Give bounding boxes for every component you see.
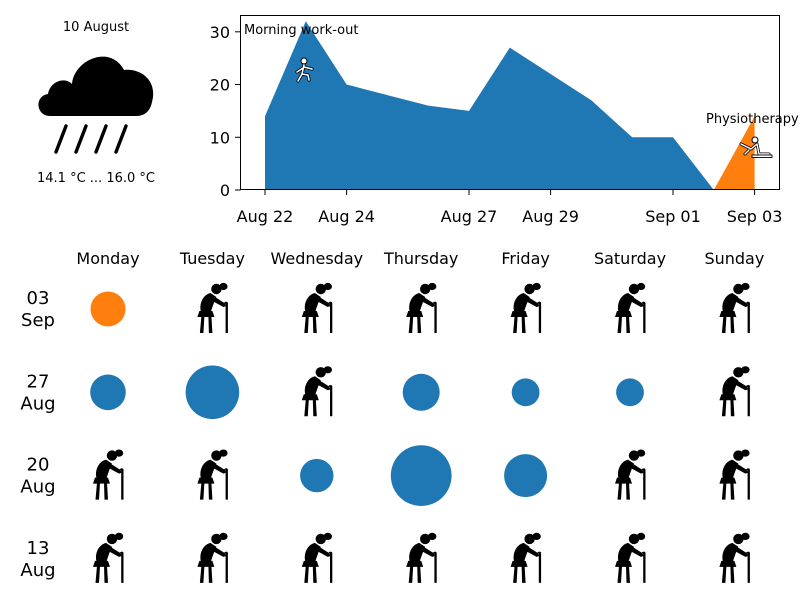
elderly-person-with-cane-icon [301, 532, 333, 583]
area-series-1 [713, 116, 755, 190]
x-tick-label: Aug 29 [522, 207, 579, 226]
calendar-grid: Monday Tuesday Wednesday Thursday Friday Satu… [20, 249, 764, 583]
week-label-day: 27 [27, 371, 50, 392]
area-annotations: Morning work-out Physiotherapy [244, 23, 799, 159]
activity-bubble [90, 291, 126, 327]
rain-cloud-icon [38, 56, 154, 154]
y-tick-label: 10 [210, 128, 230, 147]
weekday-label: Friday [501, 249, 550, 268]
activity-bubble [511, 378, 540, 407]
elderly-person-with-cane-icon [93, 449, 124, 500]
elderly-person-with-cane-icon [197, 449, 228, 500]
weather-panel: 10 August 14.1 °C ... 16.0 °C [37, 20, 155, 186]
elderly-person-with-cane-icon [197, 282, 228, 333]
weekday-label: Saturday [594, 249, 666, 268]
area-chart-frame [240, 15, 780, 190]
activity-bubble [504, 454, 548, 498]
elderly-person-with-cane-icon [615, 532, 646, 583]
weather-date: 10 August [63, 20, 129, 35]
y-tick-label: 30 [210, 23, 230, 42]
elderly-person-with-cane-icon [615, 449, 646, 500]
elderly-person-with-cane-icon [719, 449, 750, 500]
elderly-person-with-cane-icon [301, 282, 333, 333]
week-label-day: 13 [27, 538, 50, 559]
x-tick-label: Sep 03 [727, 207, 783, 226]
area-axis-ticks: Aug 22 Aug 24 Aug 27 Aug 29 Sep 01 Sep 03 0 10 2… [210, 23, 783, 226]
activity-bubble [300, 458, 334, 493]
week-label-month: Aug [20, 393, 55, 414]
area-series-0 [265, 21, 714, 190]
activity-bubble [90, 374, 126, 411]
elderly-person-with-cane-icon [719, 532, 750, 583]
weekday-label: Wednesday [270, 249, 363, 268]
weekday-label: Sunday [704, 249, 764, 268]
area-series-layer [265, 21, 755, 190]
elderly-person-with-cane-icon [719, 282, 750, 333]
elderly-person-with-cane-icon [510, 282, 542, 333]
elderly-person-with-cane-icon [197, 532, 228, 583]
activity-bubble [185, 365, 240, 420]
elderly-person-with-cane-icon [615, 282, 646, 333]
elderly-person-with-cane-icon [93, 532, 124, 583]
elderly-person-with-cane-icon [406, 282, 437, 333]
week-label-month: Aug [20, 477, 55, 498]
weekday-label: Thursday [383, 249, 458, 268]
week-label-month: Aug [20, 560, 55, 581]
x-tick-label: Sep 01 [645, 207, 701, 226]
weekday-label: Tuesday [179, 249, 245, 268]
weekday-label: Monday [76, 249, 139, 268]
elderly-person-with-cane-icon [510, 532, 542, 583]
activity-bubble [402, 373, 440, 411]
week-label-day: 03 [27, 288, 50, 309]
annotation-physiotherapy: Physiotherapy [706, 112, 799, 127]
y-tick-label: 20 [210, 76, 230, 95]
x-tick-label: Aug 27 [441, 207, 498, 226]
y-tick-label: 0 [220, 181, 230, 200]
x-tick-label: Aug 22 [237, 207, 294, 226]
x-tick-label: Aug 24 [318, 207, 375, 226]
activity-bubble [390, 445, 452, 506]
activity-bubble [616, 378, 644, 407]
week-label-day: 20 [27, 455, 50, 476]
weather-temperature: 14.1 °C ... 16.0 °C [37, 171, 155, 186]
elderly-person-with-cane-icon [406, 532, 437, 583]
week-label-month: Sep [21, 310, 55, 331]
elderly-person-with-cane-icon [719, 366, 750, 417]
annotation-morning-workout: Morning work-out [244, 23, 358, 38]
elderly-person-with-cane-icon [301, 366, 333, 417]
